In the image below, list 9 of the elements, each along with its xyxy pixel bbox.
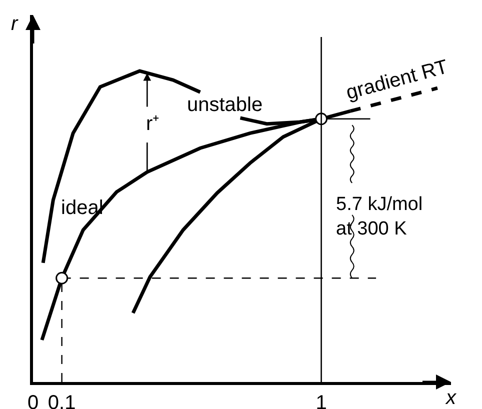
annotation: 5.7 kJ/mol at 300 K [336, 194, 423, 240]
x-tick-label: 0 [27, 392, 39, 409]
x-tick-label: 1 [316, 392, 327, 409]
x-axis-title: x [445, 387, 457, 409]
text: gradient RT [344, 56, 450, 104]
series-label: unstable [187, 94, 263, 116]
annotation: r⁺ [146, 113, 160, 135]
y-axis-title: r [11, 13, 19, 35]
x-tick-label: 0.1 [48, 392, 76, 409]
